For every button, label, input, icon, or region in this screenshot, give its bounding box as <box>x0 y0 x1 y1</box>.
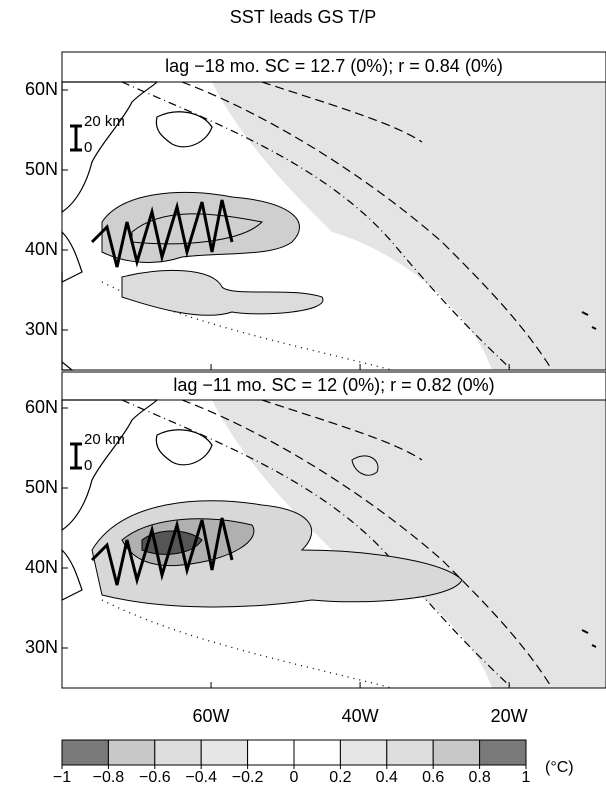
scale-bar-label: 20 km <box>84 431 125 448</box>
colorbar-segment <box>154 739 202 766</box>
scale-bar-zero: 0 <box>84 457 92 474</box>
colorbar-segment <box>386 739 434 766</box>
y-tick-label: 30N <box>25 637 58 657</box>
scale-bar-label: 20 km <box>84 113 125 130</box>
colorbar-tick-label: 1 <box>522 769 531 786</box>
anomaly-region <box>121 270 324 316</box>
panel-header <box>61 371 606 401</box>
colorbar-tick-label: 0.8 <box>468 769 490 786</box>
x-tick-label: 20W <box>491 706 528 726</box>
panel-header <box>61 51 606 83</box>
scale-bar-glyph <box>70 442 82 470</box>
colorbar-tick-label: 0 <box>290 769 299 786</box>
y-tick-label: 60N <box>25 397 58 417</box>
y-tick-label: 60N <box>25 79 58 99</box>
y-tick-label: 50N <box>25 159 58 179</box>
panel-label: lag −11 mo. SC = 12 (0%); r = 0.82 (0%) <box>173 375 494 395</box>
panel-frame <box>61 399 606 689</box>
colorbar-segment <box>247 739 295 766</box>
scale-bar-zero: 0 <box>84 139 92 156</box>
colorbar-tick-label: −0.6 <box>139 769 171 786</box>
colorbar-segment <box>432 739 481 766</box>
figure-title: SST leads GS T/P <box>230 7 376 27</box>
scale-bar: 20 km 0 <box>70 113 125 156</box>
y-tick-label: 40N <box>25 557 58 577</box>
colorbar-tick-label: −1 <box>53 769 71 786</box>
colorbar-tick-label: −0.8 <box>93 769 125 786</box>
y-tick-label: 50N <box>25 477 58 497</box>
colorbar-tick-label: 0.4 <box>376 769 398 786</box>
panel-frame <box>61 81 606 371</box>
x-tick-label: 40W <box>342 706 379 726</box>
colorbar-segment <box>479 739 527 766</box>
colorbar-tick-label: 0.2 <box>329 769 351 786</box>
colorbar-tick-label: −0.2 <box>232 769 264 786</box>
panel-label: lag −18 mo. SC = 12.7 (0%); r = 0.84 (0%… <box>165 56 503 76</box>
colorbar-segment <box>339 739 388 766</box>
colorbar-segment <box>61 739 109 766</box>
y-tick-label: 30N <box>25 319 58 339</box>
colorbar-tick-label: 0.6 <box>422 769 444 786</box>
colorbar-segment <box>200 739 249 766</box>
colorbar-segment <box>107 739 156 766</box>
map-panel: lag −18 mo. SC = 12.7 (0%); r = 0.84 (0%… <box>61 51 606 371</box>
scale-bar-glyph <box>70 124 82 152</box>
colorbar-unit: (°C) <box>545 759 574 776</box>
map-panel: lag −11 mo. SC = 12 (0%); r = 0.82 (0%) <box>61 371 606 689</box>
colorbar-segment <box>293 739 341 766</box>
y-tick-label: 40N <box>25 239 58 259</box>
x-tick-label: 60W <box>193 706 230 726</box>
scale-bar: 20 km 0 <box>70 431 125 474</box>
colorbar-tick-label: −0.4 <box>185 769 217 786</box>
